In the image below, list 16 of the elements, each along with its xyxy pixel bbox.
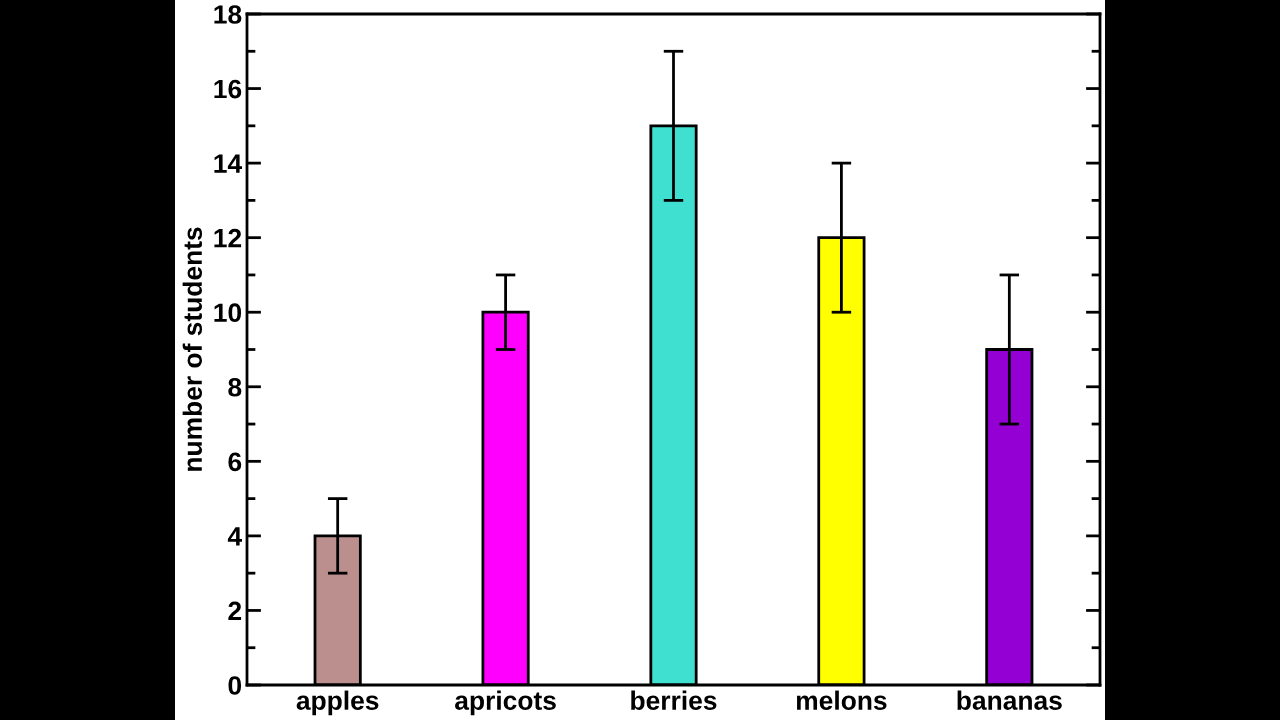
x-tick-label: bananas xyxy=(957,690,1062,710)
y-tick-label: 6 xyxy=(228,452,242,472)
x-tick-label: berries xyxy=(631,690,717,710)
y-tick-label: 0 xyxy=(228,676,242,695)
x-tick-label: melons xyxy=(796,690,887,710)
x-tick-label: apricots xyxy=(455,690,556,716)
x-tick-label: apples xyxy=(296,690,379,716)
y-tick-label: 2 xyxy=(228,601,242,621)
y-axis-title: number of students xyxy=(182,227,203,471)
y-tick-label: 16 xyxy=(214,79,242,99)
y-tick-label: 12 xyxy=(214,228,242,248)
y-tick-label: 14 xyxy=(214,154,242,173)
y-tick-label: 4 xyxy=(227,527,242,546)
y-tick-label: 8 xyxy=(228,377,242,397)
y-tick-label: 10 xyxy=(214,303,242,323)
y-tick-label: 18 xyxy=(214,5,242,24)
